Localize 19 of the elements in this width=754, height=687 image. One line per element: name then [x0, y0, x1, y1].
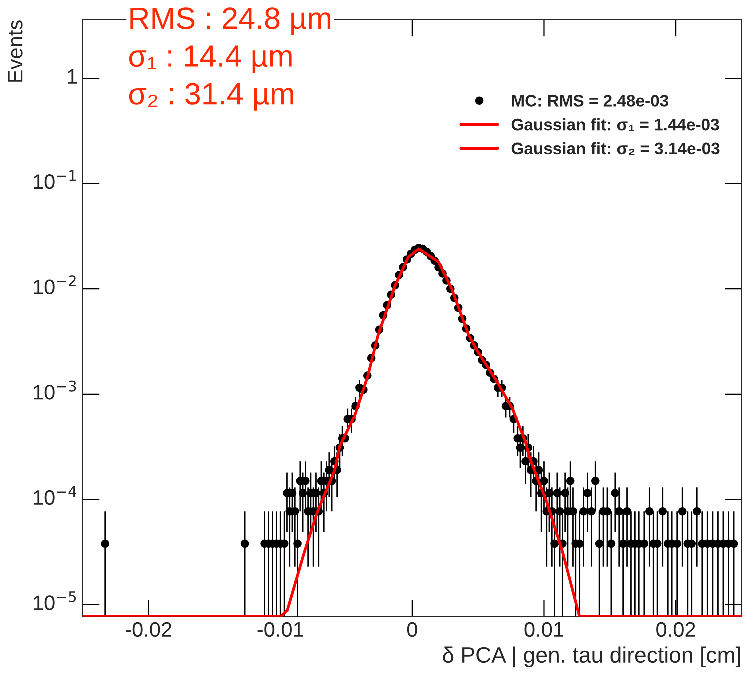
legend-label: MC: RMS = 2.48e-03 — [512, 95, 669, 107]
y-tick-label: 10$^{−4}$ — [34, 486, 77, 506]
annotation: RMS : 24.8 µm — [130, 8, 331, 36]
x-tick-label: -0.01 — [258, 622, 304, 638]
annotation: σ₁ : 14.4 µm — [129, 46, 292, 74]
y-axis-title: Events — [8, 20, 23, 82]
y-tick-label: 10$^{−1}$ — [34, 170, 76, 190]
y-tick-label: 10$^{−3}$ — [34, 380, 76, 400]
x-axis-title: δ PCA | gen. tau direction [cm] — [443, 646, 740, 668]
x-tick-label: -0.02 — [126, 622, 172, 638]
annotation: σ₂ : 31.4 µm — [129, 83, 294, 111]
y-tick-label: 1 — [68, 70, 78, 84]
y-tick-label: 10$^{−2}$ — [34, 276, 76, 295]
x-tick-label: 0.02 — [656, 622, 696, 638]
y-tick-label: 10$^{−5}$ — [34, 592, 76, 610]
legend-label: Gaussian fit: σ₂ = 3.14e-03 — [512, 142, 720, 155]
legend-label: Gaussian fit: σ₁ = 1.44e-03 — [512, 118, 720, 132]
x-tick-label: 0 — [407, 622, 418, 638]
x-tick-label: 0.01 — [524, 622, 564, 638]
